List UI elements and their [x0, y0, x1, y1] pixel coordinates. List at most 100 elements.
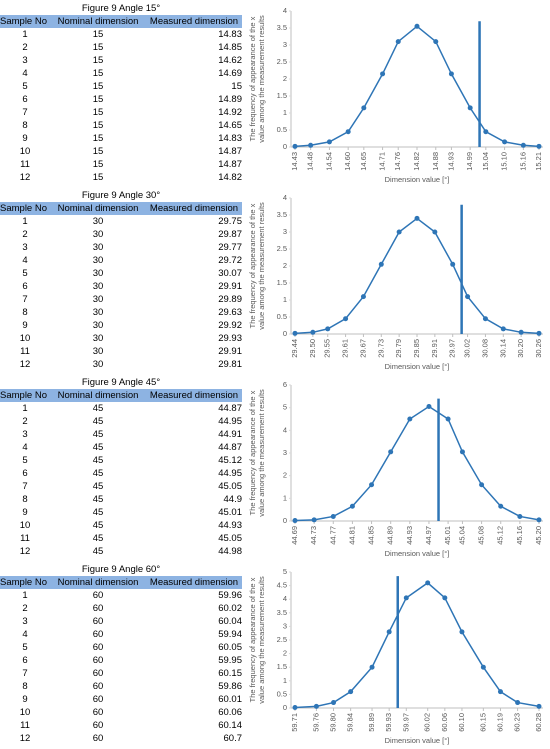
cell: 44.98: [218, 546, 242, 557]
x-tick-label: 29.55: [323, 339, 332, 358]
cell: 30: [92, 216, 104, 227]
cell: 30.07: [218, 268, 242, 279]
point: [536, 703, 542, 709]
cell: 10: [19, 520, 31, 531]
point: [310, 329, 316, 335]
x-tick-label: 60.06: [440, 713, 449, 732]
cell: 30: [92, 359, 104, 370]
table-row: 11 15 14.87: [0, 158, 242, 171]
y-tick-label: 1: [283, 108, 287, 117]
header-cell: Sample No: [0, 390, 47, 401]
y-tick-label: 2: [283, 74, 287, 83]
cell: 12: [19, 546, 31, 557]
table-row: 12 15 14.82: [0, 171, 242, 184]
header-cell: Measured dimension: [149, 203, 239, 214]
cell: 5: [22, 268, 28, 279]
cell: 15: [92, 94, 104, 105]
cell: 45.01: [218, 507, 242, 518]
x-tick-label: 14.76: [393, 152, 402, 171]
cell: 10: [19, 146, 31, 157]
header-cell: Sample No: [0, 16, 47, 27]
cell: 4: [22, 442, 28, 453]
cell: 60: [92, 629, 104, 640]
point: [348, 689, 354, 695]
point: [480, 664, 486, 670]
cell: 30: [92, 346, 104, 357]
table-row: 11 60 60.14: [0, 719, 242, 732]
y-tick-label: 0: [283, 703, 287, 712]
cell: 12: [19, 733, 31, 744]
cell: 30: [92, 294, 104, 305]
x-tick-label: 59.97: [401, 713, 410, 732]
table-row: 9 15 14.83: [0, 132, 242, 145]
table-row: 4 45 44.87: [0, 441, 242, 454]
table-row: 11 30 29.91: [0, 345, 242, 358]
point: [395, 39, 401, 45]
y-tick-label: 2.5: [277, 57, 287, 66]
x-axis-label: Dimension value [°]: [385, 175, 450, 184]
table-row: 8 15 14.65: [0, 119, 242, 132]
table-row: 2 30 29.87: [0, 228, 242, 241]
y-tick-label: 2: [283, 471, 287, 480]
point: [292, 704, 298, 710]
header-cell: Nominal dimension: [57, 203, 139, 214]
x-tick-label: 14.99: [465, 152, 474, 171]
table-row: 11 45 45.05: [0, 532, 242, 545]
table: Figure 9 Angle 30° Sample No Nominal dimen…: [0, 189, 242, 371]
x-tick-label: 59.71: [290, 713, 299, 732]
table-row: 1 45 44.87: [0, 402, 242, 415]
y-tick-label: 5: [283, 403, 287, 412]
point: [459, 449, 465, 455]
cell: 30: [92, 307, 104, 318]
header-cell: Measured dimension: [149, 16, 239, 27]
table-row: 6 15 14.89: [0, 93, 242, 106]
line: [294, 25, 540, 148]
y-tick-label: 0: [283, 142, 287, 151]
table-title: Figure 9 Angle 45°: [81, 377, 161, 388]
chart: The frequency of appearance of the x valu…: [248, 380, 543, 558]
x-tick-label: 15.16: [518, 152, 527, 171]
table-row: 2 45 44.95: [0, 415, 242, 428]
cell: 11: [20, 346, 30, 357]
table-row: 2 15 14.85: [0, 41, 242, 54]
y-tick-label: 4: [283, 425, 287, 434]
y-tick-label: 2.5: [277, 635, 287, 644]
cell: 1: [22, 403, 28, 414]
cell: 45: [92, 455, 104, 466]
cell: 45: [92, 429, 104, 440]
cell: 14.82: [218, 172, 242, 183]
y-tick-label: 3.5: [277, 23, 287, 32]
table-row: 10 30 29.93: [0, 332, 242, 345]
point: [325, 326, 331, 332]
cell: 15: [92, 107, 104, 118]
table-title: Figure 9 Angle 60°: [81, 564, 161, 575]
x-tick-label: 45.04: [457, 526, 466, 545]
x-tick-label: 29.44: [290, 339, 299, 358]
point: [292, 518, 298, 524]
point: [369, 664, 375, 670]
table-row: 2 60 60.02: [0, 602, 242, 615]
point: [361, 105, 367, 111]
y-tick-label: 5: [283, 567, 287, 576]
header-cell: Measured dimension: [149, 577, 239, 588]
cell: 14.62: [218, 55, 242, 66]
x-tick-label: 30.20: [516, 339, 525, 358]
point: [433, 39, 439, 45]
cell: 15: [92, 55, 104, 66]
cell: 29.89: [218, 294, 242, 305]
point: [536, 330, 542, 336]
y-tick-label: 2: [283, 261, 287, 270]
cell: 44.87: [218, 403, 242, 414]
y-tick-label: 3.5: [277, 608, 287, 617]
table-row: 10 45 44.93: [0, 519, 242, 532]
line: [294, 217, 540, 335]
cell: 60: [92, 616, 104, 627]
point: [465, 294, 471, 300]
point: [536, 143, 542, 149]
y-tick-label: 1: [283, 493, 287, 502]
x-tick-label: 29.79: [394, 339, 403, 358]
cell: 60.15: [218, 668, 242, 679]
table-row: 8 60 59.86: [0, 680, 242, 693]
table-row: 12 30 29.81: [0, 358, 242, 371]
x-tick-label: 15.10: [500, 152, 509, 171]
